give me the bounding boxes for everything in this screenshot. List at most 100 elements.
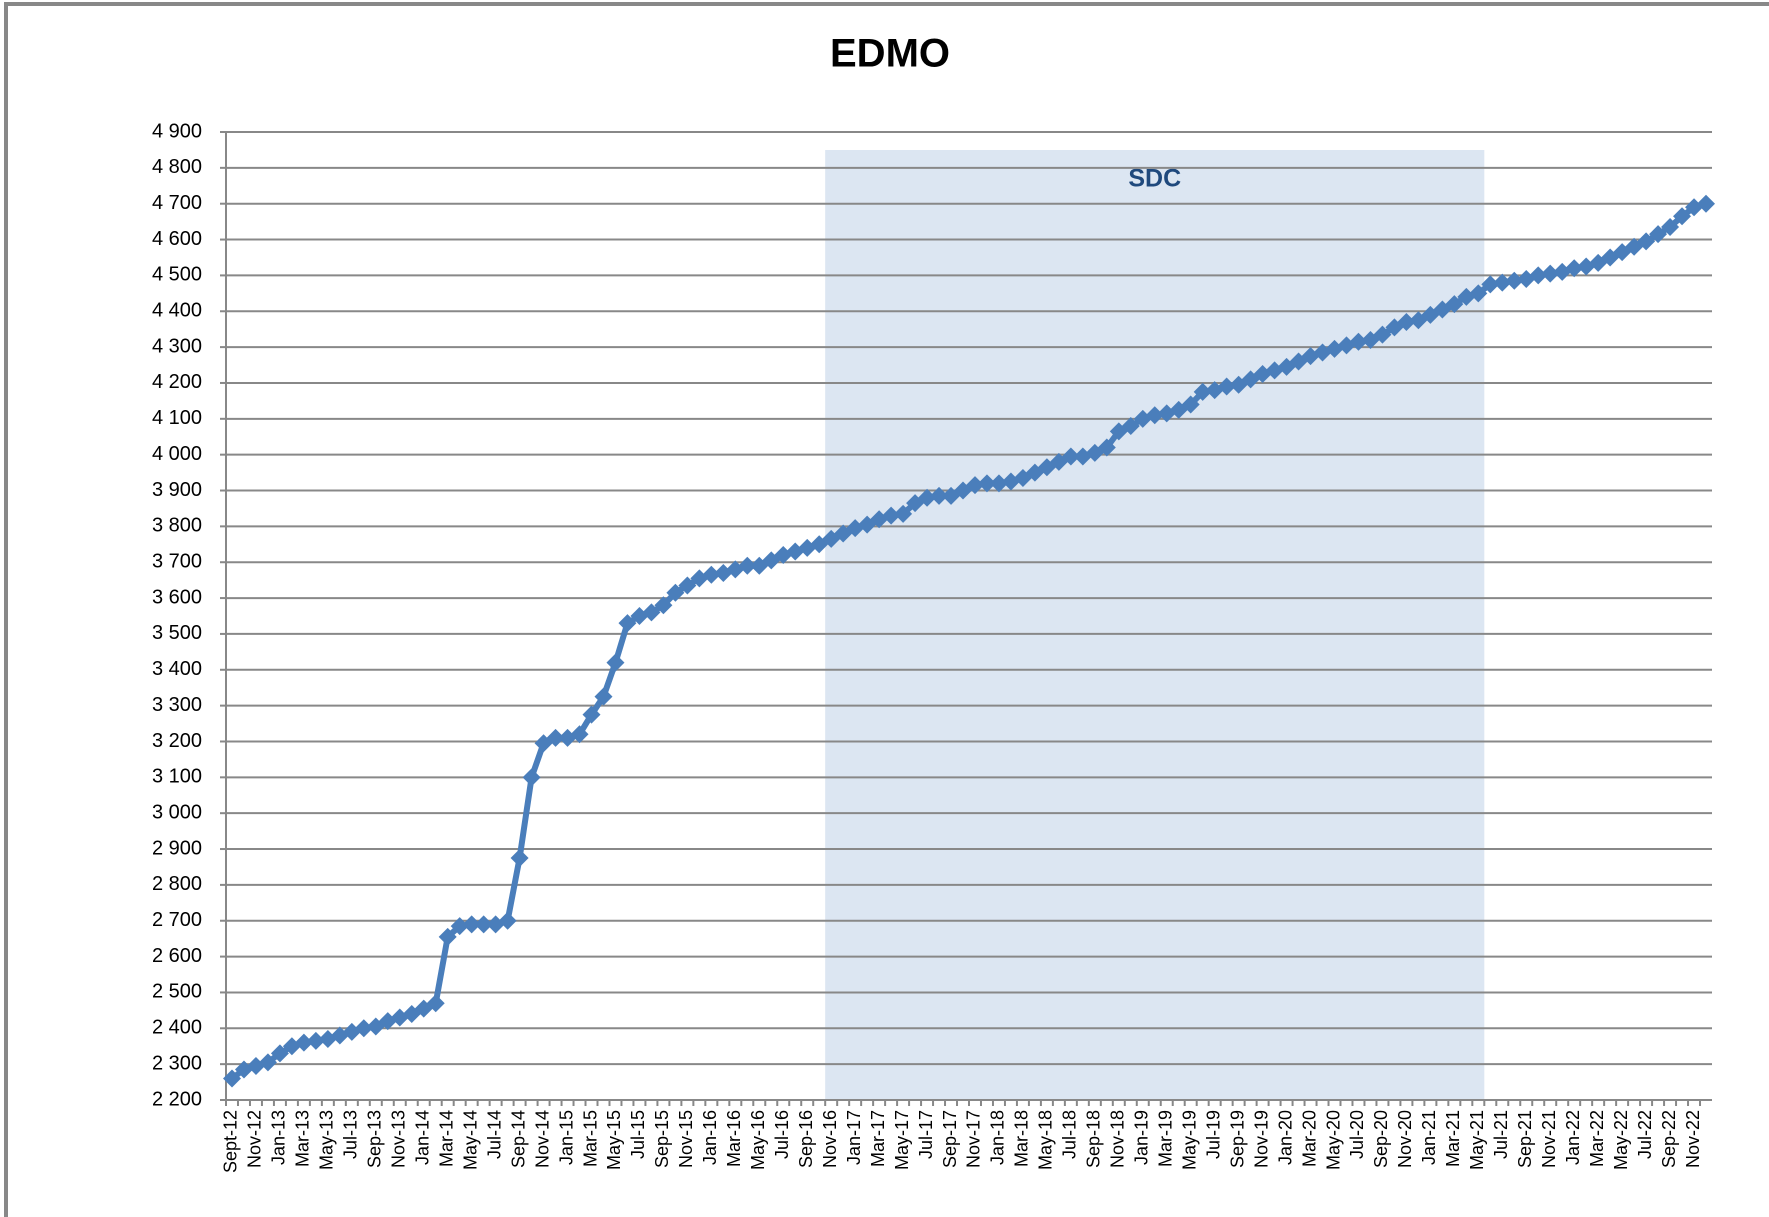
x-tick-label: Nov-18 bbox=[1108, 1110, 1128, 1168]
x-tick-label: Sep-16 bbox=[796, 1110, 816, 1168]
marker bbox=[498, 911, 517, 930]
marker bbox=[474, 915, 493, 934]
marker bbox=[246, 1056, 265, 1075]
x-tick-label: Sep-20 bbox=[1371, 1110, 1391, 1168]
marker bbox=[654, 596, 673, 615]
x-tick-label: Nov-13 bbox=[389, 1110, 409, 1168]
marker bbox=[1397, 313, 1416, 332]
x-tick-label: Jan-16 bbox=[700, 1110, 720, 1165]
x-tick-label: Nov-17 bbox=[964, 1110, 984, 1168]
x-tick-label: Nov-12 bbox=[245, 1110, 265, 1168]
marker bbox=[222, 1069, 241, 1088]
x-tick-label: Jul-15 bbox=[628, 1110, 648, 1159]
marker bbox=[1061, 447, 1080, 466]
marker bbox=[1529, 266, 1548, 285]
marker bbox=[666, 583, 685, 602]
marker bbox=[1469, 284, 1488, 303]
x-tick-label: May-16 bbox=[748, 1110, 768, 1170]
x-tick-label: Sep-18 bbox=[1084, 1110, 1104, 1168]
region-label: SDC bbox=[1128, 165, 1181, 193]
x-tick-label: Jul-21 bbox=[1491, 1110, 1511, 1159]
y-tick-label: 3 800 bbox=[152, 515, 202, 537]
marker bbox=[1505, 271, 1524, 290]
y-tick-label: 4 700 bbox=[152, 192, 202, 214]
x-tick-label: Mar-19 bbox=[1155, 1110, 1175, 1167]
x-tick-label: Nov-19 bbox=[1251, 1110, 1271, 1168]
x-tick-label: May-14 bbox=[460, 1110, 480, 1170]
y-tick-label: 2 300 bbox=[152, 1052, 202, 1074]
marker bbox=[1697, 194, 1716, 213]
marker bbox=[989, 474, 1008, 493]
x-tick-label: Jul-17 bbox=[916, 1110, 936, 1159]
marker bbox=[894, 504, 913, 523]
x-tick-label: Sep-13 bbox=[365, 1110, 385, 1168]
y-tick-label: 3 100 bbox=[152, 766, 202, 788]
marker bbox=[306, 1031, 325, 1050]
x-tick-label: May-17 bbox=[892, 1110, 912, 1170]
x-tick-label: Nov-20 bbox=[1395, 1110, 1415, 1168]
x-tick-label: Sep-19 bbox=[1227, 1110, 1247, 1168]
x-tick-label: Mar-22 bbox=[1587, 1110, 1607, 1167]
marker bbox=[510, 849, 529, 867]
marker bbox=[462, 915, 481, 934]
marker bbox=[450, 917, 469, 936]
x-tick-label: Sep-15 bbox=[652, 1110, 672, 1168]
marker bbox=[270, 1044, 289, 1063]
marker bbox=[1181, 395, 1200, 414]
marker bbox=[1649, 225, 1668, 244]
x-tick-label: May-21 bbox=[1467, 1110, 1487, 1170]
marker bbox=[1121, 416, 1140, 435]
x-tick-label: Sep-17 bbox=[940, 1110, 960, 1168]
x-tick-label: Sep-21 bbox=[1515, 1110, 1535, 1168]
marker bbox=[1145, 406, 1164, 425]
x-tick-label: May-22 bbox=[1611, 1110, 1631, 1170]
marker bbox=[738, 556, 757, 575]
marker bbox=[1673, 207, 1692, 226]
x-tick-label: Sept-12 bbox=[221, 1110, 241, 1173]
y-tick-label: 3 700 bbox=[152, 551, 202, 573]
marker bbox=[918, 488, 937, 507]
x-tick-label: Jul-18 bbox=[1060, 1110, 1080, 1159]
y-tick-label: 4 100 bbox=[152, 407, 202, 429]
x-tick-label: May-19 bbox=[1179, 1110, 1199, 1170]
y-tick-label: 3 400 bbox=[152, 658, 202, 680]
marker bbox=[606, 653, 625, 672]
marker bbox=[582, 705, 601, 724]
y-tick-label: 2 800 bbox=[152, 873, 202, 895]
x-tick-label: Jan-19 bbox=[1132, 1110, 1152, 1165]
x-tick-label: Mar-16 bbox=[724, 1110, 744, 1167]
marker bbox=[570, 725, 589, 744]
marker bbox=[1097, 438, 1116, 457]
marker bbox=[1541, 264, 1560, 283]
x-tick-label: May-20 bbox=[1323, 1110, 1343, 1170]
marker bbox=[977, 474, 996, 493]
y-tick-label: 2 400 bbox=[152, 1017, 202, 1039]
marker bbox=[354, 1019, 373, 1038]
x-tick-label: Nov-21 bbox=[1539, 1110, 1559, 1168]
marker bbox=[1373, 325, 1392, 344]
x-tick-label: Nov-16 bbox=[820, 1110, 840, 1168]
marker bbox=[618, 614, 637, 633]
x-tick-label: Jan-21 bbox=[1419, 1110, 1439, 1165]
marker bbox=[1217, 377, 1236, 396]
x-tick-label: Mar-14 bbox=[436, 1110, 456, 1167]
x-tick-label: May-13 bbox=[317, 1110, 337, 1170]
marker bbox=[1349, 332, 1368, 351]
x-tick-label: Sep-14 bbox=[508, 1110, 528, 1168]
marker bbox=[594, 687, 613, 706]
marker bbox=[678, 576, 697, 595]
y-tick-label: 4 300 bbox=[152, 335, 202, 357]
x-tick-label: Nov-15 bbox=[676, 1110, 696, 1168]
marker bbox=[642, 603, 661, 622]
x-tick-label: Mar-13 bbox=[293, 1110, 313, 1167]
x-tick-label: Sep-22 bbox=[1659, 1110, 1679, 1168]
y-tick-label: 3 200 bbox=[152, 730, 202, 752]
marker bbox=[1445, 295, 1464, 314]
marker bbox=[1193, 382, 1212, 401]
marker bbox=[522, 768, 541, 787]
x-tick-label: Jul-22 bbox=[1635, 1110, 1655, 1159]
x-tick-label: Jul-19 bbox=[1203, 1110, 1223, 1159]
y-tick-label: 4 500 bbox=[152, 264, 202, 286]
marker bbox=[546, 728, 565, 747]
